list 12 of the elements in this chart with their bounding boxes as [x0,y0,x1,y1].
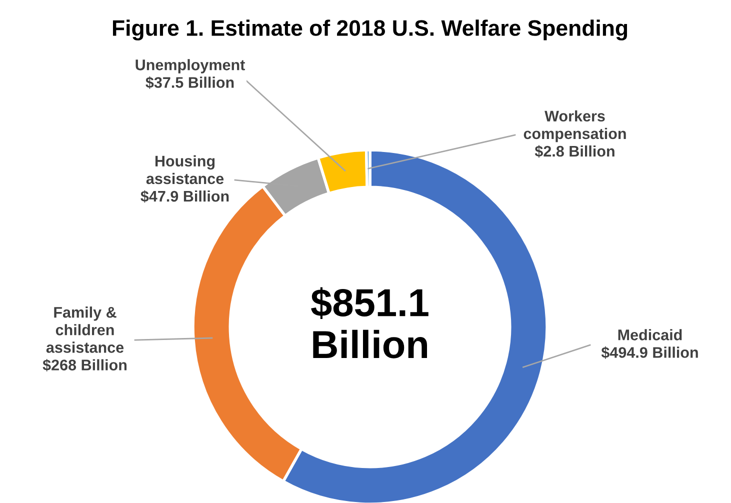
data-label: $37.5 Billion [146,76,234,89]
slice-label: Workers compensation [524,110,626,142]
slice-label: Family & children assistance [46,306,124,353]
slice-label: Housing assistance [146,155,224,184]
data-label: $47.9 Billion [140,190,229,203]
chart-title: Figure 1. Estimate of 2018 U.S. Welfare Spending [112,20,628,40]
data-label: $494.9 Billion [601,346,698,359]
slice-label: Medicaid [618,329,682,340]
text: $851.1 Billion [311,287,428,358]
data-label: $268 Billion [42,358,127,372]
data-label: $2.8 Billion [534,145,614,158]
slice-label: Unemployment [136,59,245,74]
